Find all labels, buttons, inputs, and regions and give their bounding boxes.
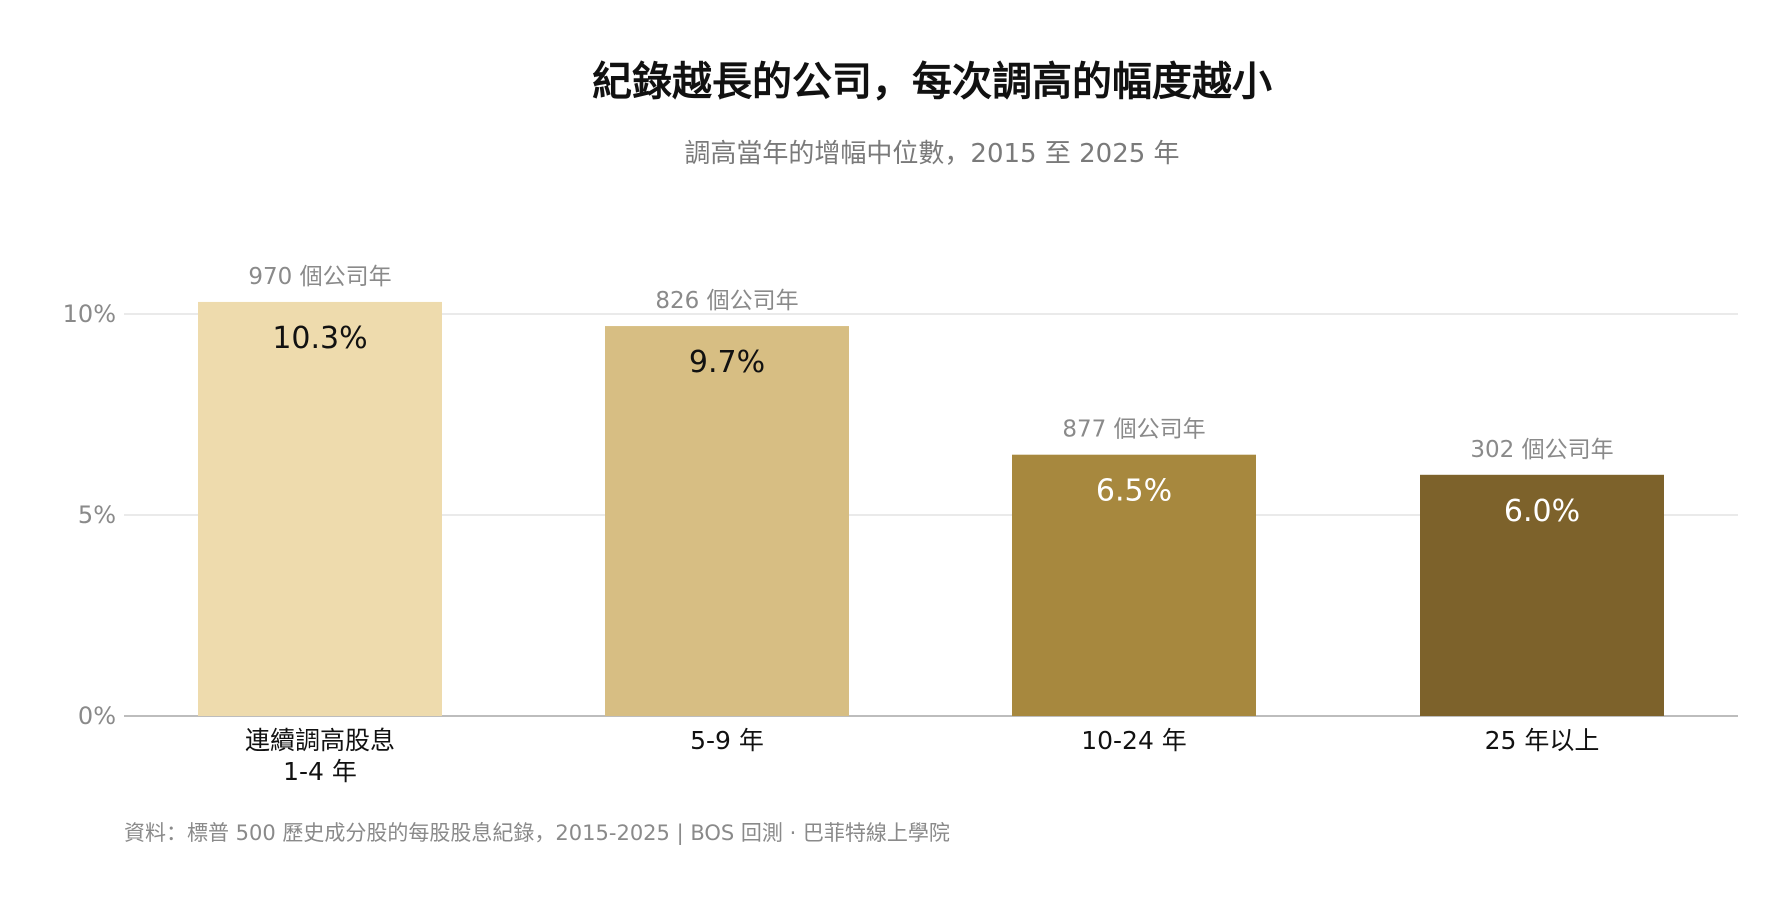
bar-value-label: 6.5% [1096, 474, 1172, 509]
bar-count-label: 970 個公司年 [248, 264, 391, 290]
y-tick-label: 0% [78, 702, 116, 730]
category-label: 連續調高股息 1-4 年 [245, 726, 395, 786]
bar-value-label: 9.7% [689, 345, 765, 380]
bar [198, 301, 442, 716]
bar-count-label: 877 個公司年 [1062, 417, 1205, 443]
category-label: 5-9 年 [690, 726, 764, 755]
bar [1012, 454, 1256, 716]
chart-title: 紀錄越長的公司，每次調高的幅度越小 [592, 59, 1272, 105]
category-label: 10-24 年 [1081, 726, 1187, 755]
bar-value-label: 6.0% [1504, 494, 1580, 529]
bar-count-label: 302 個公司年 [1470, 437, 1613, 463]
bar-value-label: 10.3% [272, 321, 367, 356]
y-tick-label: 5% [78, 501, 116, 529]
source-note: 資料：標普 500 歷史成分股的每股股息紀錄，2015-2025 | BOS 回… [124, 821, 950, 846]
y-tick-label: 10% [63, 300, 116, 328]
bar-labels: 10.3% 970 個公司年 9.7% 826 個公司年 6.5% 877 個公司年 6.0… [248, 264, 1613, 529]
bars [198, 301, 1664, 716]
x-axis-category-labels: 連續調高股息 1-4 年 5-9 年 10-24 年 25 年以上 [245, 726, 1599, 786]
category-label: 25 年以上 [1485, 726, 1600, 755]
chart-subtitle: 調高當年的增幅中位數，2015 至 2025 年 [684, 139, 1179, 169]
bar-count-label: 826 個公司年 [655, 288, 798, 314]
bar [1420, 474, 1664, 716]
bar [605, 326, 849, 716]
y-axis-tick-labels: 0% 5% 10% [63, 300, 116, 730]
